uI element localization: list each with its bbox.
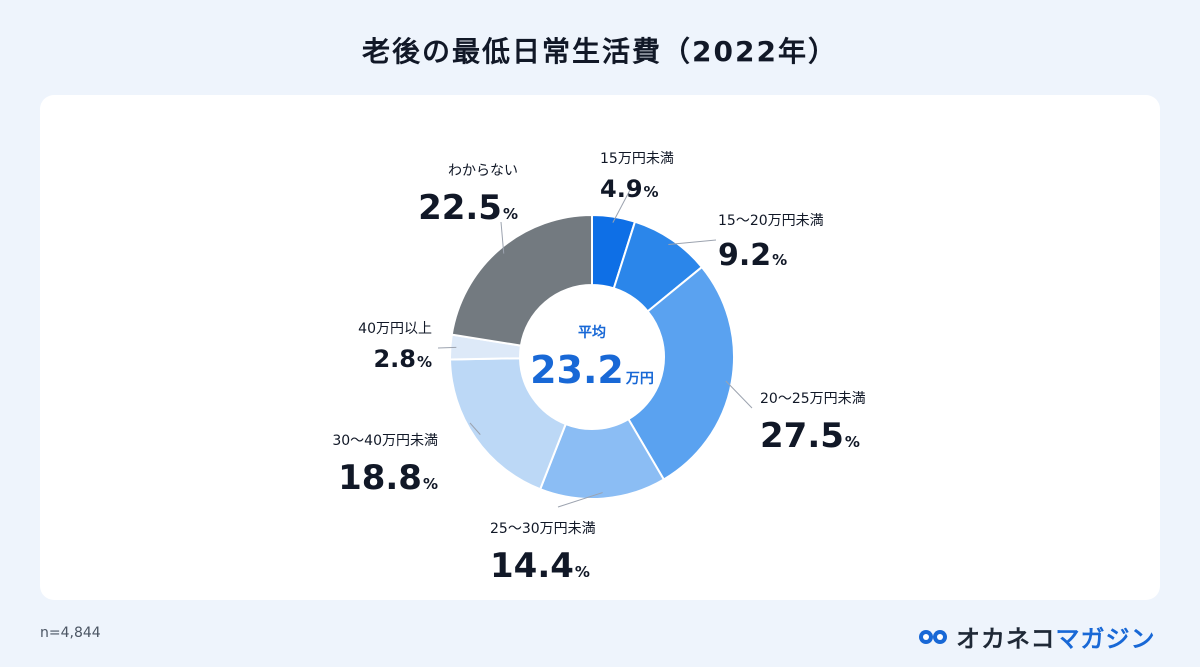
brand-logo: オカネコマガジン (918, 619, 1156, 654)
slice-7 (450, 213, 593, 347)
leader-lines-group (437, 189, 753, 508)
slice-label-value-4: 14.4% (490, 546, 590, 586)
owl-eyes-icon (919, 629, 947, 644)
leader-line-2 (668, 239, 717, 245)
slices-group (449, 213, 735, 500)
leader-line-4 (557, 492, 603, 508)
slice-label-value-5: 18.8% (338, 458, 438, 498)
leader-line-3 (725, 380, 753, 409)
slice-label-name-1: 15万円未満 (600, 151, 674, 167)
brand-name-part1: オカネコ (956, 625, 1056, 653)
slice-label-name-5: 30〜40万円未満 (332, 433, 438, 449)
brand-name: オカネコマガジン (956, 619, 1156, 654)
center-label-group: 平均 23.2 万円 (530, 324, 654, 392)
brand-name-part2: マガジン (1055, 625, 1156, 653)
slice-label-value-6: 2.8% (373, 345, 432, 373)
donut-chart: 15万円未満 4.9% 15〜20万円未満 9.2% 20〜25万円未満 27.5% 25〜… (332, 151, 865, 586)
center-value: 23.2 万円 (530, 348, 654, 392)
slice-label-value-7: 22.5% (418, 188, 518, 228)
sample-size-note: n=4,844 (40, 625, 101, 641)
center-value-number: 23.2 (530, 348, 624, 392)
leader-line-7 (500, 221, 505, 254)
center-label: 平均 (578, 324, 606, 341)
slice-label-name-4: 25〜30万円未満 (490, 521, 596, 537)
slice-label-name-7: わからない (448, 163, 518, 179)
slice-label-name-2: 15〜20万円未満 (718, 213, 824, 229)
leader-line-6 (437, 346, 457, 349)
slice-label-value-2: 9.2% (718, 238, 787, 273)
center-value-unit: 万円 (625, 371, 654, 387)
slice-label-name-3: 20〜25万円未満 (760, 391, 866, 407)
slice-3 (627, 265, 735, 481)
leader-line-5 (469, 422, 481, 435)
chart-title: 老後の最低日常生活費（2022年） (362, 35, 838, 68)
chart-card: 15万円未満 4.9% 15〜20万円未満 9.2% 20〜25万円未満 27.5% 25〜… (40, 95, 1160, 600)
slice-label-value-3: 27.5% (760, 416, 860, 456)
labels-group: 15万円未満 4.9% 15〜20万円未満 9.2% 20〜25万円未満 27.5% 25〜… (332, 151, 865, 586)
slice-label-name-6: 40万円以上 (358, 321, 432, 337)
leader-line-1 (612, 189, 631, 223)
slice-label-value-1: 4.9% (600, 175, 659, 203)
